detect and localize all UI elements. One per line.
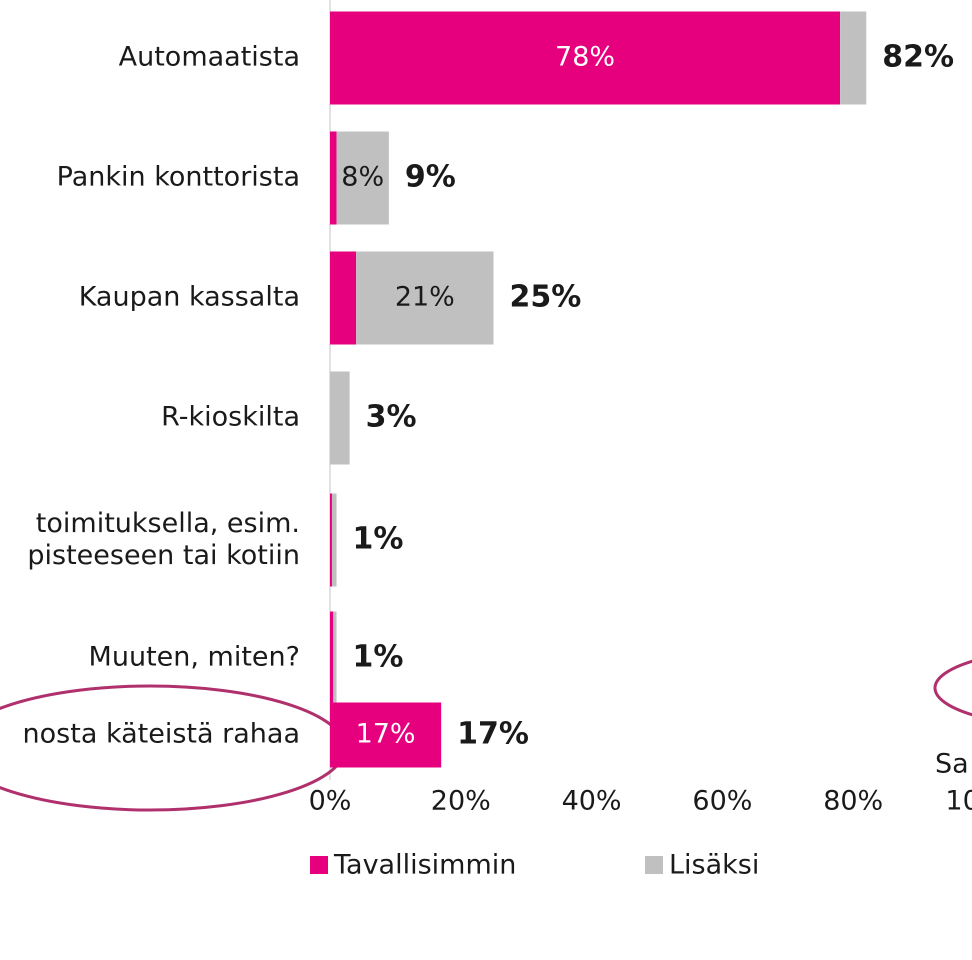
total-label: 1% [353, 522, 404, 557]
annotation: Sa [935, 749, 969, 780]
x-tick-label: 20% [431, 786, 491, 817]
category-label: Pankin konttorista [57, 162, 300, 193]
bar-segment [331, 493, 337, 587]
bar-segment [336, 131, 389, 225]
x-tick-label: 80% [823, 786, 883, 817]
total-label: 1% [353, 640, 404, 675]
bar-segment [330, 251, 357, 345]
highlight-ellipse [933, 659, 972, 717]
bar-segment [330, 131, 337, 225]
legend-swatch [310, 856, 328, 874]
x-tick-label: 100% [945, 786, 972, 817]
bar-segment [356, 251, 494, 345]
x-tick-label: 0% [309, 786, 352, 817]
bar-segment [330, 702, 442, 768]
bar-segment [330, 11, 841, 105]
bar-segment [330, 371, 350, 465]
total-label: 3% [366, 400, 417, 435]
total-label: 25% [510, 280, 582, 315]
total-label: 82% [882, 40, 954, 75]
value-label: 17% [356, 719, 416, 750]
value-label: 78% [555, 42, 615, 73]
legend-swatch [645, 856, 663, 874]
bar-segment [840, 11, 867, 105]
value-label: 21% [395, 282, 455, 313]
legend-label: Lisäksi [669, 850, 759, 881]
bar-segment [330, 493, 332, 587]
bar-segment [333, 611, 337, 705]
bar-segment [330, 611, 334, 705]
category-label: Kaupan kassalta [79, 282, 300, 313]
value-label: 8% [341, 162, 384, 193]
x-tick-label: 60% [692, 786, 752, 817]
x-tick-label: 40% [562, 786, 622, 817]
category-label: R-kioskilta [161, 402, 300, 433]
category-label: Automaatista [119, 42, 300, 73]
category-label: nosta käteistä rahaa [23, 719, 300, 750]
legend-label: Tavallisimmin [333, 850, 516, 881]
category-label: Muuten, miten? [89, 642, 300, 673]
category-label: toimituksella, esim. pisteeseen tai kotii… [27, 508, 300, 571]
total-label: 17% [457, 717, 529, 752]
total-label: 9% [405, 160, 456, 195]
